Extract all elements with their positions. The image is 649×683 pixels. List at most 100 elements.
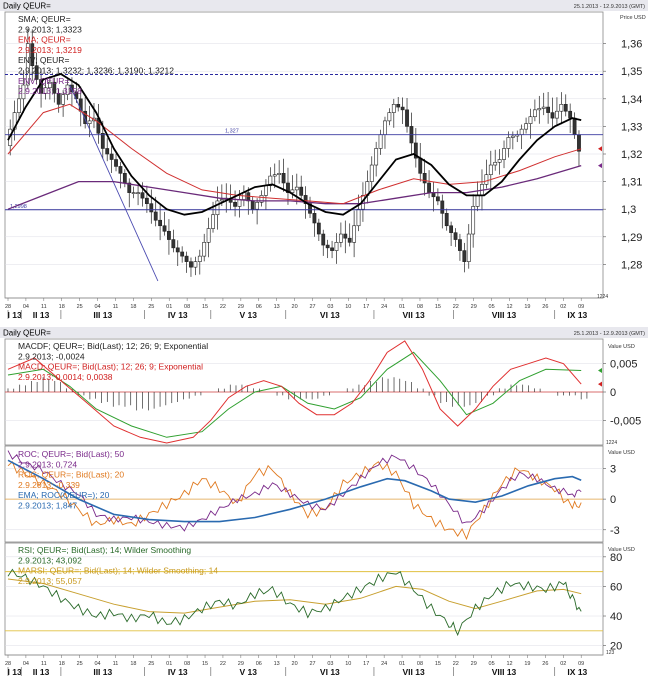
price-y-axis: 1,36 1,35 1,34 1,33 1,32 1,31 1,3 1,29 1,28 <box>603 39 642 271</box>
candle-up <box>493 161 498 166</box>
candle-up <box>378 134 383 149</box>
rsi-corner-value: 123 <box>606 650 615 656</box>
x-tick-label: 01 <box>399 304 405 310</box>
x-tick-label: 15 <box>435 661 441 667</box>
y-tick-label: 40 <box>610 611 622 623</box>
candle-down <box>153 211 158 221</box>
x-tick-label: 20 <box>292 304 298 310</box>
x-tick-label: 13 <box>274 661 280 667</box>
candle-up <box>466 233 471 262</box>
candle-down <box>449 225 454 233</box>
legend-entry: MACDF; QEUR=; Bid(Last); 12; 26; 9; Expo… <box>18 341 208 351</box>
x-tick-label: 20 <box>292 661 298 667</box>
month-label: III 13 <box>93 667 112 677</box>
month-label: IX 13 <box>567 667 587 677</box>
candle-down <box>286 182 290 193</box>
candle-up <box>356 208 361 227</box>
candle-up <box>497 159 502 163</box>
candle-up <box>255 202 260 210</box>
candle-down <box>427 182 431 193</box>
x-tick-label: 01 <box>166 304 172 310</box>
rsi-legend: RSI; QEUR=; Bid(Last); 14; Wilder Smooth… <box>18 545 218 586</box>
candle-down <box>316 222 321 235</box>
candle-down <box>299 186 304 196</box>
y-tick-label: 1,32 <box>621 149 642 161</box>
candle-down <box>180 251 185 257</box>
candle-down <box>546 106 551 113</box>
macd-panel: Daily QEUR= 25.1.2013 - 12.9.2013 (GMT) … <box>0 327 648 446</box>
sma-line <box>7 73 582 216</box>
candle-down <box>308 203 312 214</box>
x-tick-label: 22 <box>220 304 226 310</box>
candle-up <box>475 195 480 207</box>
month-label: III 13 <box>93 310 112 320</box>
candle-down <box>462 250 467 262</box>
candle-down <box>550 112 555 119</box>
macd-y-axis: 0,005 0 -0,005 <box>603 359 641 427</box>
candle-down <box>127 182 132 193</box>
macd-line <box>7 340 582 444</box>
candle-down <box>70 84 74 93</box>
candle-up <box>559 104 564 112</box>
last-value-marker <box>598 367 602 373</box>
price-candles <box>8 28 581 277</box>
price-lines: 1,327 1,2998 <box>5 73 603 282</box>
last-value-marker <box>598 381 602 387</box>
candle-down <box>118 166 123 174</box>
month-label: VIII 13 <box>492 667 517 677</box>
price-window-titlebar <box>0 0 648 11</box>
month-label: VI 13 <box>320 667 340 677</box>
candle-up <box>264 185 268 196</box>
candle-down <box>325 244 330 249</box>
candle-up <box>338 233 343 243</box>
rsi-x-axis: 28 04 11 18 25 04 11 18 25 01 08 15 22 29 06 13 20 27 03 10… <box>5 654 603 677</box>
candle-down <box>413 142 418 159</box>
legend-entry: SMA; QEUR= <box>18 14 71 24</box>
candle-down <box>167 230 171 240</box>
x-tick-label: 25 <box>77 304 83 310</box>
candle-up <box>352 225 357 243</box>
ema-line <box>7 103 582 205</box>
month-label: V 13 <box>240 310 258 320</box>
candle-up <box>47 81 52 89</box>
candle-down <box>144 197 149 204</box>
y-tick-label: 1,29 <box>621 232 642 244</box>
month-label: II 13 <box>33 310 50 320</box>
legend-entry: MACD; QEUR=; Bid(Last); 12; 26; 9; Expon… <box>18 362 203 372</box>
ema-roc-line <box>7 459 582 523</box>
x-tick-label: 04 <box>94 304 100 310</box>
candle-up <box>555 110 559 119</box>
roc-legend: ROC; QEUR=; Bid(Last); 502.9.2013; 0,724… <box>18 449 124 511</box>
x-tick-label: 26 <box>542 304 548 310</box>
roc-panel: Value USD 3 0 -3 ROC; QEUR=; Bid(Last); 50… <box>4 445 635 543</box>
x-tick-label: 02 <box>560 304 566 310</box>
x-tick-label: 29 <box>238 661 244 667</box>
candle-down <box>572 117 577 135</box>
candle-down <box>122 173 127 184</box>
month-label: VII 13 <box>403 310 425 320</box>
candle-up <box>21 84 26 100</box>
candle-down <box>171 239 176 249</box>
candle-up <box>272 174 277 177</box>
candle-up <box>519 128 524 135</box>
macd-legend: MACDF; QEUR=; Bid(Last); 12; 26; 9; Expo… <box>18 341 208 382</box>
macd-window-titlebar <box>0 327 648 338</box>
signal-line <box>7 351 582 438</box>
last-value-marker <box>598 146 602 152</box>
x-tick-label: 18 <box>130 304 136 310</box>
candle-up <box>383 120 387 135</box>
y-tick-label: 1,28 <box>621 259 642 271</box>
candle-down <box>109 153 114 160</box>
macd-window-title: Daily QEUR= <box>3 329 51 338</box>
candle-down <box>83 110 88 124</box>
legend-entry: 2.9.2013; -0,0024 <box>18 351 85 361</box>
candle-up <box>65 84 70 95</box>
candle-up <box>87 120 92 124</box>
trend-line <box>69 84 159 282</box>
x-tick-label: 09 <box>578 661 584 667</box>
x-tick-label: 08 <box>184 304 190 310</box>
price-range-text: 25.1.2013 - 12.9.2013 (GMT) <box>574 4 645 10</box>
x-tick-label: 19 <box>524 304 530 310</box>
y-tick-label: 1,34 <box>621 94 642 106</box>
